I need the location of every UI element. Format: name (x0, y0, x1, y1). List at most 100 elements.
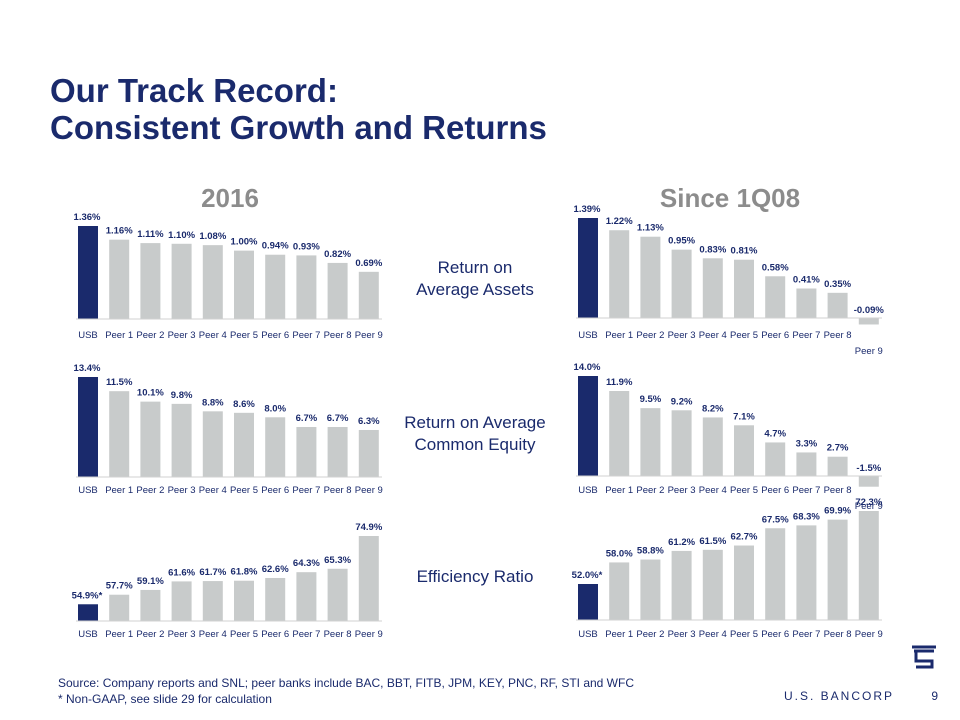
row-label-roace: Return on Average Common Equity (390, 412, 560, 456)
chart-4-data-label-2: 59.1% (137, 576, 164, 587)
chart-0-category-label-2: Peer 2 (136, 330, 164, 341)
chart-2-data-label-8: 6.7% (327, 413, 349, 424)
chart-1-category-label-4: Peer 4 (699, 330, 727, 341)
chart-2-bar-5 (234, 412, 254, 477)
chart-0-data-label-3: 1.10% (168, 230, 195, 241)
chart-3-bar-8 (827, 456, 848, 476)
chart-0-category-label-5: Peer 5 (230, 330, 258, 341)
chart-1-data-label-4: 0.83% (699, 244, 726, 255)
row-label-roaa-line1: Return on (437, 258, 513, 277)
chart-0-category-label-0: USB (78, 330, 98, 341)
chart-2-bar-3 (171, 403, 192, 477)
chart-0-data-label-9: 0.69% (355, 258, 382, 269)
chart-0-data-label-8: 0.82% (324, 249, 351, 260)
chart-2-category-label-9: Peer 9 (355, 485, 383, 496)
slide-title: Our Track Record: Consistent Growth and … (50, 72, 547, 146)
chart-4-bar-4 (202, 581, 223, 621)
chart-3-category-label-8: Peer 8 (824, 485, 852, 496)
row-label-roace-line2: Common Equity (414, 435, 536, 454)
chart-0-data-label-0: 1.36% (74, 212, 101, 223)
chart-5-bar-5 (734, 545, 754, 620)
chart-3-data-label-7: 3.3% (796, 438, 818, 449)
chart-5-category-label-0: USB (578, 629, 598, 640)
chart-1-data-label-5: 0.81% (731, 246, 758, 257)
chart-1-category-label-5: Peer 5 (730, 330, 758, 341)
chart-2-bar-7 (296, 427, 317, 477)
chart-4-category-label-9: Peer 9 (355, 629, 383, 640)
chart-1-data-label-6: 0.58% (762, 262, 789, 273)
slide-title-line1: Our Track Record: (50, 72, 338, 109)
chart-0-bar-6 (265, 254, 286, 319)
chart-5-data-label-7: 68.3% (793, 511, 820, 522)
chart-4-data-label-4: 61.7% (199, 567, 226, 578)
chart-4-data-label-3: 61.6% (168, 567, 195, 578)
chart-2-bar-6 (265, 417, 286, 477)
chart-2-category-label-7: Peer 7 (292, 485, 320, 496)
chart-3-category-label-9: Peer 9 (855, 501, 883, 512)
us-bancorp-shield-icon (912, 645, 936, 669)
chart-1-data-label-9: -0.09% (854, 305, 885, 316)
chart-0-bar-9 (358, 271, 379, 319)
chart-5-data-label-1: 58.0% (606, 548, 633, 559)
chart-2-data-label-7: 6.7% (296, 413, 318, 424)
chart-4-category-label-5: Peer 5 (230, 629, 258, 640)
chart-4-category-label-7: Peer 7 (292, 629, 320, 640)
chart-3-data-label-5: 7.1% (733, 411, 755, 422)
chart-0-bar-1 (109, 239, 130, 319)
chart-1-bar-3 (671, 249, 692, 318)
chart-1-category-label-0: USB (578, 330, 598, 341)
chart-0-category-label-4: Peer 4 (199, 330, 227, 341)
chart-3-bar-1 (609, 391, 630, 476)
slide-title-line2: Consistent Growth and Returns (50, 109, 547, 146)
chart-0-bar-4 (202, 245, 223, 319)
chart-2-bar-8 (327, 427, 348, 477)
chart-3-data-label-4: 8.2% (702, 403, 724, 414)
chart-2-category-label-5: Peer 5 (230, 485, 258, 496)
chart-0-category-label-3: Peer 3 (168, 330, 196, 341)
chart-3-bar-3 (671, 410, 692, 476)
chart-2-category-label-1: Peer 1 (105, 485, 133, 496)
chart-2-category-label-2: Peer 2 (136, 485, 164, 496)
column-heading-since-1q08: Since 1Q08 (659, 183, 801, 213)
chart-5-category-label-5: Peer 5 (730, 629, 758, 640)
chart-3-category-label-6: Peer 6 (761, 485, 789, 496)
chart-5-data-label-6: 67.5% (762, 514, 789, 525)
chart-5-data-label-2: 58.8% (637, 546, 664, 557)
chart-0-category-label-1: Peer 1 (105, 330, 133, 341)
chart-5-category-label-7: Peer 7 (792, 629, 820, 640)
chart-1-data-label-8: 0.35% (824, 279, 851, 290)
chart-5-data-label-4: 61.5% (699, 536, 726, 547)
chart-4-bar-7 (296, 572, 317, 621)
chart-3-data-label-3: 9.2% (671, 396, 693, 407)
chart-5-category-label-6: Peer 6 (761, 629, 789, 640)
chart-5-category-label-2: Peer 2 (636, 629, 664, 640)
chart-1-bar-1 (609, 230, 630, 318)
chart-3-data-label-1: 11.9% (606, 377, 633, 388)
chart-1-bar-7 (796, 288, 817, 318)
chart-2-bar-2 (140, 401, 161, 477)
chart-4-category-label-0: USB (78, 629, 98, 640)
chart-3-category-label-3: Peer 3 (668, 485, 696, 496)
chart-5-bar-6 (765, 528, 786, 620)
chart-1-data-label-3: 0.95% (668, 236, 695, 247)
chart-1-data-label-1: 1.22% (606, 216, 633, 227)
chart-4-category-label-6: Peer 6 (261, 629, 289, 640)
chart-2-category-label-0: USB (78, 485, 98, 496)
chart-2-data-label-1: 11.5% (106, 377, 133, 388)
chart-4-data-label-1: 57.7% (106, 581, 133, 592)
chart-0-category-label-8: Peer 8 (324, 330, 352, 341)
chart-1-category-label-6: Peer 6 (761, 330, 789, 341)
chart-4-bar-5 (234, 580, 254, 621)
chart-5-category-label-1: Peer 1 (605, 629, 633, 640)
chart-3-bar-4 (702, 417, 723, 476)
chart-1-bar-8 (827, 292, 848, 318)
chart-4-category-label-4: Peer 4 (199, 629, 227, 640)
row-label-efficiency: Efficiency Ratio (416, 567, 534, 586)
row-label-roace-line1: Return on Average (404, 413, 546, 432)
chart-3-category-label-1: Peer 1 (605, 485, 633, 496)
chart-0-data-label-2: 1.11% (137, 229, 164, 240)
chart-4-data-label-0: 54.9%* (72, 590, 103, 601)
chart-1-data-label-2: 1.13% (637, 223, 664, 234)
chart-5-category-label-9: Peer 9 (855, 629, 883, 640)
chart-1-bar-0 (578, 218, 598, 318)
